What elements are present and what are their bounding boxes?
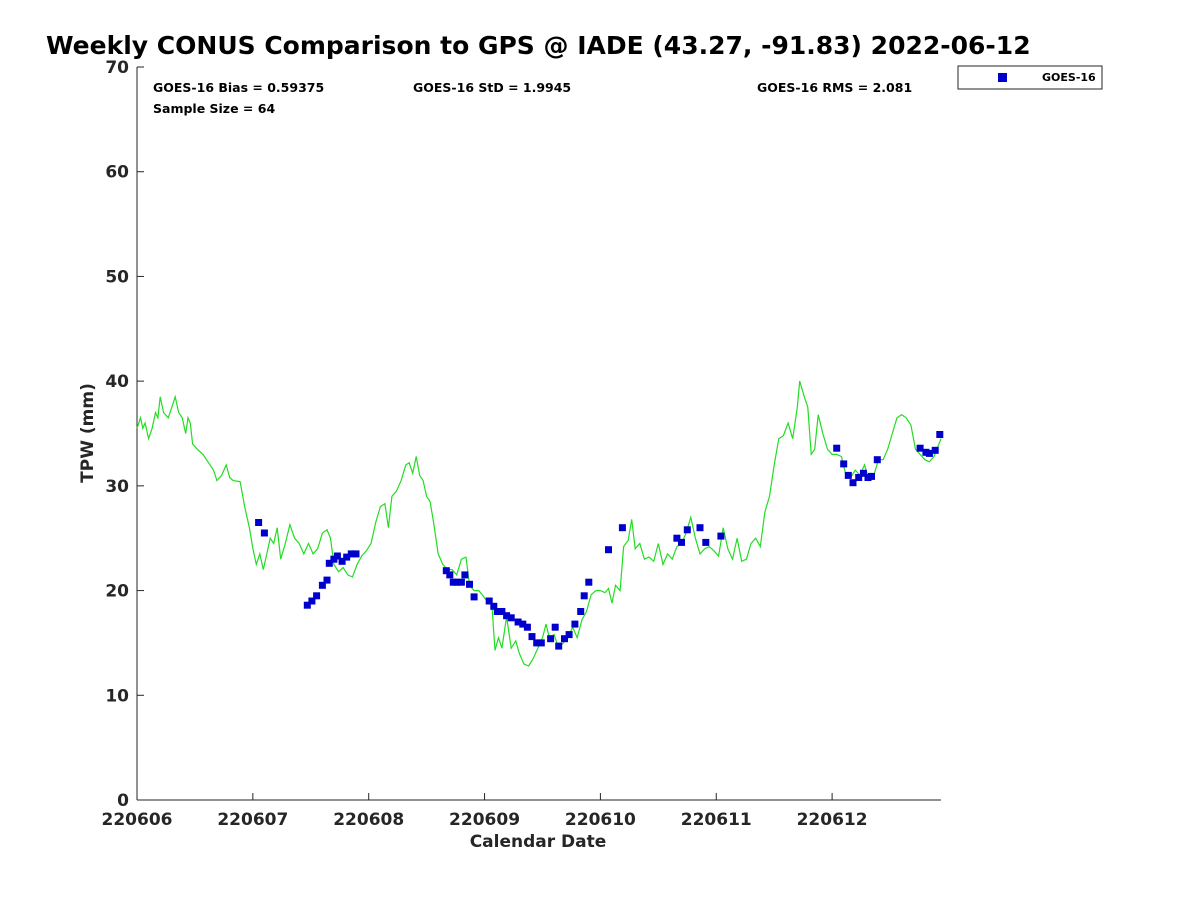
x-tick-label: 220612 — [797, 810, 868, 830]
goes-point — [308, 597, 316, 605]
goes-point — [260, 529, 268, 537]
goes-point — [485, 597, 493, 605]
legend-marker — [998, 73, 1007, 82]
goes-point — [528, 633, 536, 641]
plot-frame — [137, 67, 941, 800]
goes-point — [466, 580, 473, 588]
goes-point — [470, 593, 478, 601]
goes-point — [547, 635, 555, 643]
goes-point — [673, 534, 681, 542]
y-tick-label: 40 — [105, 372, 129, 392]
goes-point — [323, 576, 331, 584]
goes-point — [343, 553, 351, 561]
goes-point — [565, 631, 573, 639]
goes-point — [255, 519, 263, 526]
goes-point — [514, 618, 522, 626]
goes-point — [325, 559, 333, 567]
goes-point — [916, 444, 924, 452]
goes-point — [840, 460, 848, 468]
goes-point — [503, 612, 511, 620]
goes-point — [561, 635, 568, 643]
goes-point — [493, 608, 501, 615]
goes-point — [490, 602, 498, 610]
x-tick-label: 220609 — [449, 810, 520, 830]
goes-point — [868, 472, 875, 480]
goes-point — [859, 469, 867, 477]
stat-std: GOES-16 StD = 1.9945 — [413, 80, 571, 95]
goes-point — [925, 449, 933, 457]
goes-point — [533, 639, 541, 647]
goes-point — [555, 642, 563, 650]
goes-point — [352, 550, 360, 558]
y-tick-label: 70 — [105, 58, 129, 78]
goes-point — [498, 608, 506, 615]
stat-bias: GOES-16 Bias = 0.59375 — [153, 80, 324, 95]
goes-point — [507, 614, 515, 622]
x-tick-label: 220610 — [565, 810, 636, 830]
goes-point — [457, 578, 465, 586]
goes-point — [833, 444, 841, 452]
y-ticks: 0 10 20 30 40 50 60 70 — [105, 58, 144, 811]
goes-point — [523, 623, 531, 631]
stats: GOES-16 Bias = 0.59375 GOES-16 StD = 1.9… — [153, 80, 912, 116]
goes-point — [618, 524, 626, 532]
legend-label: GOES-16 — [1042, 71, 1096, 84]
goes-point — [696, 524, 704, 532]
goes-point — [683, 526, 691, 534]
y-tick-label: 10 — [105, 686, 129, 706]
goes-point — [678, 538, 685, 546]
x-tick-label: 220607 — [217, 810, 288, 830]
goes-point — [338, 557, 346, 565]
goes-point — [519, 620, 527, 628]
y-tick-label: 50 — [105, 267, 129, 287]
y-tick-label: 60 — [105, 163, 129, 183]
legend-box — [957, 65, 1103, 90]
goes-point — [702, 538, 710, 546]
gps-line — [136, 380, 942, 667]
y-tick-label: 30 — [105, 477, 129, 497]
goes-point — [855, 474, 863, 481]
goes-point — [605, 546, 612, 554]
goes-point — [873, 456, 881, 464]
goes-point — [453, 578, 461, 586]
goes-point — [717, 532, 725, 540]
goes-point — [333, 552, 341, 560]
axes — [136, 67, 941, 801]
goes-point — [571, 620, 579, 628]
gps-series — [136, 380, 942, 667]
goes-point — [931, 446, 939, 454]
chart-title: Weekly CONUS Comparison to GPS @ IADE (4… — [46, 31, 1031, 60]
stat-sample-size: Sample Size = 64 — [153, 101, 275, 116]
x-ticks: 220606 220607 220608 220609 220610 220611 2206… — [102, 793, 868, 830]
goes-point — [318, 581, 326, 589]
goes-point — [313, 592, 321, 600]
x-tick-label: 220611 — [681, 810, 752, 830]
x-tick-label: 220608 — [333, 810, 404, 830]
goes-point — [585, 578, 593, 586]
x-tick-label: 220606 — [102, 810, 173, 830]
goes-point — [461, 571, 469, 579]
goes-series — [255, 431, 944, 650]
goes-point — [446, 571, 454, 579]
goes-point — [347, 550, 355, 558]
goes-point — [577, 608, 585, 615]
stat-rms: GOES-16 RMS = 2.081 — [757, 80, 912, 95]
x-axis-label: Calendar Date — [470, 832, 607, 852]
goes-point — [849, 479, 857, 487]
goes-point — [303, 601, 311, 609]
goes-point — [551, 623, 559, 631]
goes-point — [936, 431, 944, 438]
y-axis-label: TPW (mm) — [78, 383, 98, 483]
y-tick-label: 0 — [117, 791, 129, 811]
goes-point — [580, 592, 588, 600]
goes-point — [537, 639, 545, 647]
goes-point — [844, 471, 852, 479]
legend: GOES-16 — [957, 65, 1103, 90]
goes-point — [442, 567, 450, 575]
y-tick-label: 20 — [105, 582, 129, 602]
